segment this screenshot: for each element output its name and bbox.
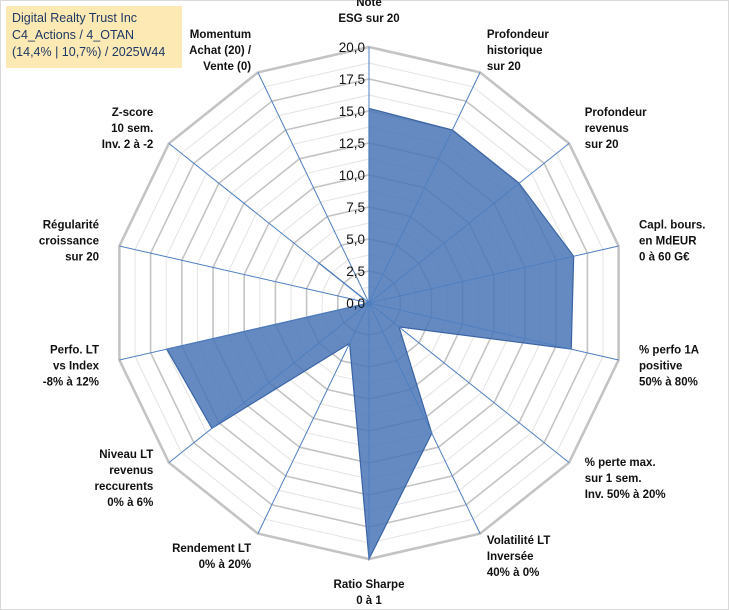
axis-label-line: -8% à 12% (43, 377, 99, 389)
axis-label-line: Momentum (190, 29, 251, 41)
tick-label: 20,0 (339, 40, 365, 55)
axis-label: Perfo. LT vs Index -8% à 12% (43, 345, 100, 389)
axis-label-line: revenus (585, 123, 629, 135)
axis-spoke (368, 245, 619, 304)
axis-label-line: Capl. bours. (639, 220, 705, 232)
axis-label-line: 0 à 60 G€ (639, 252, 690, 264)
axis-label-line: Régularité (43, 220, 99, 232)
axis-label-line: croissance (39, 236, 99, 248)
axis-spoke (368, 143, 570, 304)
tick-label: 10,0 (339, 168, 365, 183)
axis-spoke (368, 302, 481, 534)
axis-label-line: revenus (109, 465, 153, 477)
portfolio-label: C4_Actions / 4_OTAN (12, 28, 135, 42)
axis-label-line: Achat (20) / (189, 45, 252, 57)
axis-label-line: Niveau LT (99, 449, 153, 461)
spoke-layer (119, 47, 619, 559)
performance-label: (14,4% | 10,7%) / 2025W44 (12, 45, 166, 59)
axis-spoke (168, 143, 370, 304)
tick-label: 7,5 (346, 200, 365, 215)
axis-label-line: Volatilité LT (487, 535, 550, 547)
axis-label: Profondeur revenus sur 20 (585, 107, 647, 151)
axis-labels: Note ESG sur 20 Profondeur historique sur 20… (39, 0, 706, 607)
axis-spoke (119, 302, 370, 361)
tick-label: 2,5 (346, 264, 365, 279)
axis-label-line: reccurents (94, 481, 153, 493)
tick-label: 12,5 (339, 136, 365, 151)
axis-spoke (368, 302, 619, 361)
axis-label-line: positive (639, 361, 682, 373)
axis-label-line: sur 20 (65, 252, 99, 264)
tick-labels: 0,0 2,5 5,0 7,5 10,0 12,5 15,0 17,5 20,0 (339, 40, 365, 311)
axis-label-line: ESG sur 20 (338, 13, 399, 25)
company-name: Digital Realty Trust Inc (12, 11, 138, 25)
axis-spoke (119, 245, 370, 304)
axis-label: Volatilité LT Inversée 40% à 0% (487, 535, 550, 579)
axis-label-line: Profondeur (487, 29, 549, 41)
axis-label-line: 0% à 6% (107, 497, 153, 509)
axis-label-line: % perte max. (585, 457, 656, 469)
tick-label: 0,0 (346, 296, 365, 311)
axis-label-line: Vente (0) (203, 61, 251, 73)
axis-spoke (168, 302, 370, 463)
axis-spoke (257, 72, 370, 304)
axis-spoke (257, 302, 370, 534)
tick-label: 15,0 (339, 104, 365, 119)
axis-label: Capl. bours. en MdEUR 0 à 60 G€ (639, 220, 705, 264)
axis-label-line: 40% à 0% (487, 567, 539, 579)
axis-label-line: Note (356, 0, 382, 9)
axis-label-line: vs Index (53, 361, 100, 373)
axis-label-line: Perfo. LT (50, 345, 99, 357)
axis-label-line: Inv. 2 à -2 (102, 139, 154, 151)
axis-label: Momentum Achat (20) / Vente (0) (189, 29, 252, 73)
axis-label-line: sur 1 sem. (585, 473, 642, 485)
axis-label: Z-score 10 sem. Inv. 2 à -2 (102, 107, 154, 151)
axis-label-line: % perfo 1A (639, 345, 699, 357)
axis-label: Profondeur historique sur 20 (487, 29, 549, 73)
axis-label-line: 0% à 20% (199, 559, 251, 571)
axis-label-line: sur 20 (585, 139, 619, 151)
axis-label: Note ESG sur 20 (338, 0, 399, 25)
axis-label-line: 0 à 1 (356, 595, 382, 607)
axis-label-line: Inversée (487, 551, 534, 563)
axis-label-line: Profondeur (585, 107, 647, 119)
tick-label: 17,5 (339, 72, 365, 87)
axis-label-line: historique (487, 45, 543, 57)
axis-label-line: Inv. 50% à 20% (585, 489, 666, 501)
axis-label: Régularité croissance sur 20 (39, 220, 99, 264)
axis-label-line: Ratio Sharpe (334, 579, 405, 591)
axis-label: Ratio Sharpe 0 à 1 (334, 579, 405, 607)
axis-label: % perte max. sur 1 sem. Inv. 50% à 20% (585, 457, 666, 501)
axis-label-line: Rendement LT (172, 543, 251, 555)
axis-label-line: en MdEUR (639, 236, 697, 248)
axis-label: Rendement LT 0% à 20% (172, 543, 251, 571)
axis-spoke (368, 302, 570, 463)
tick-label: 5,0 (346, 232, 365, 247)
axis-spoke (368, 72, 481, 304)
axis-label-line: 50% à 80% (639, 377, 698, 389)
axis-label: Niveau LT revenus reccurents 0% à 6% (94, 449, 153, 509)
axis-label-line: Z-score (112, 107, 154, 119)
axis-label-line: sur 20 (487, 61, 521, 73)
axis-label-line: 10 sem. (111, 123, 153, 135)
axis-label: % perfo 1A positive 50% à 80% (639, 345, 699, 389)
chart-title-box: Digital Realty Trust Inc C4_Actions / 4_… (6, 6, 182, 68)
